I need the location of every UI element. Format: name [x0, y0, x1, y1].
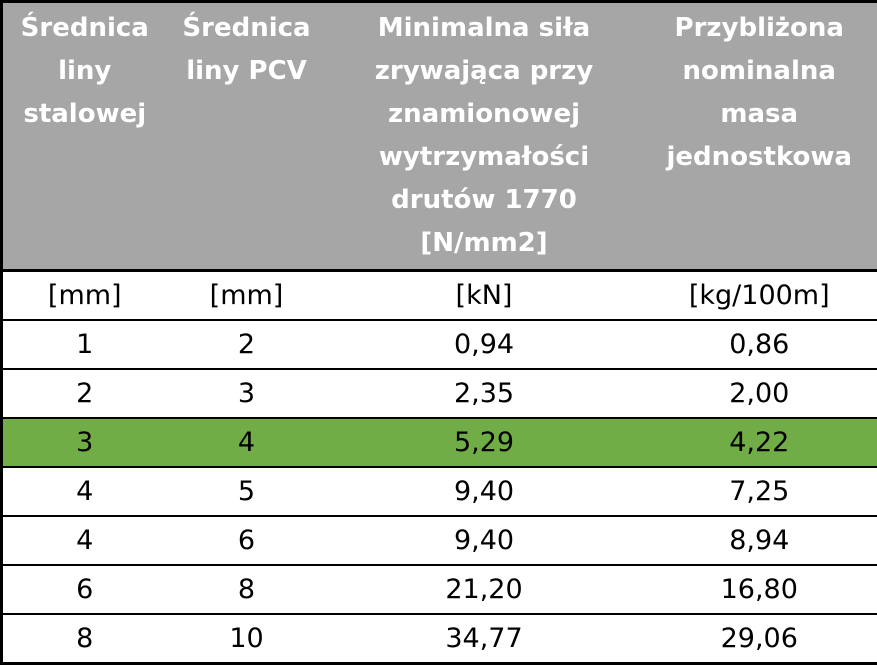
- data-cell: 2,35: [327, 369, 642, 418]
- data-cell: 21,20: [327, 565, 642, 614]
- data-cell: 16,80: [642, 565, 877, 614]
- data-cell: 1: [2, 320, 167, 369]
- unit-cell: [mm]: [2, 271, 167, 321]
- data-cell: 8: [167, 565, 327, 614]
- data-cell: 0,86: [642, 320, 877, 369]
- unit-cell: [mm]: [167, 271, 327, 321]
- header-cell: Przybliżona nominalna masa jednostkowa: [642, 2, 877, 271]
- data-cell: 3: [2, 418, 167, 467]
- data-cell: 9,40: [327, 467, 642, 516]
- data-cell: 7,25: [642, 467, 877, 516]
- data-cell: 29,06: [642, 614, 877, 664]
- units-row: [mm][mm][kN][kg/100m]: [2, 271, 877, 321]
- data-cell: 6: [167, 516, 327, 565]
- data-cell: 3: [167, 369, 327, 418]
- data-cell: 4: [2, 467, 167, 516]
- data-cell: 8: [2, 614, 167, 664]
- data-cell: 4: [167, 418, 327, 467]
- data-cell: 4: [2, 516, 167, 565]
- data-cell: 6: [2, 565, 167, 614]
- data-cell: 2: [167, 320, 327, 369]
- data-cell: 10: [167, 614, 327, 664]
- data-cell: 0,94: [327, 320, 642, 369]
- data-cell: 2: [2, 369, 167, 418]
- header-cell: Średnica liny PCV: [167, 2, 327, 271]
- header-cell: Średnica liny stalowej: [2, 2, 167, 271]
- data-cell: 34,77: [327, 614, 642, 664]
- data-cell: 2,00: [642, 369, 877, 418]
- data-cell: 4,22: [642, 418, 877, 467]
- data-cell: 9,40: [327, 516, 642, 565]
- unit-cell: [kN]: [327, 271, 642, 321]
- data-cell: 8,94: [642, 516, 877, 565]
- data-cell: 5: [167, 467, 327, 516]
- unit-cell: [kg/100m]: [642, 271, 877, 321]
- header-cell: Minimalna siła zrywająca przy znamionowe…: [327, 2, 642, 271]
- data-cell: 5,29: [327, 418, 642, 467]
